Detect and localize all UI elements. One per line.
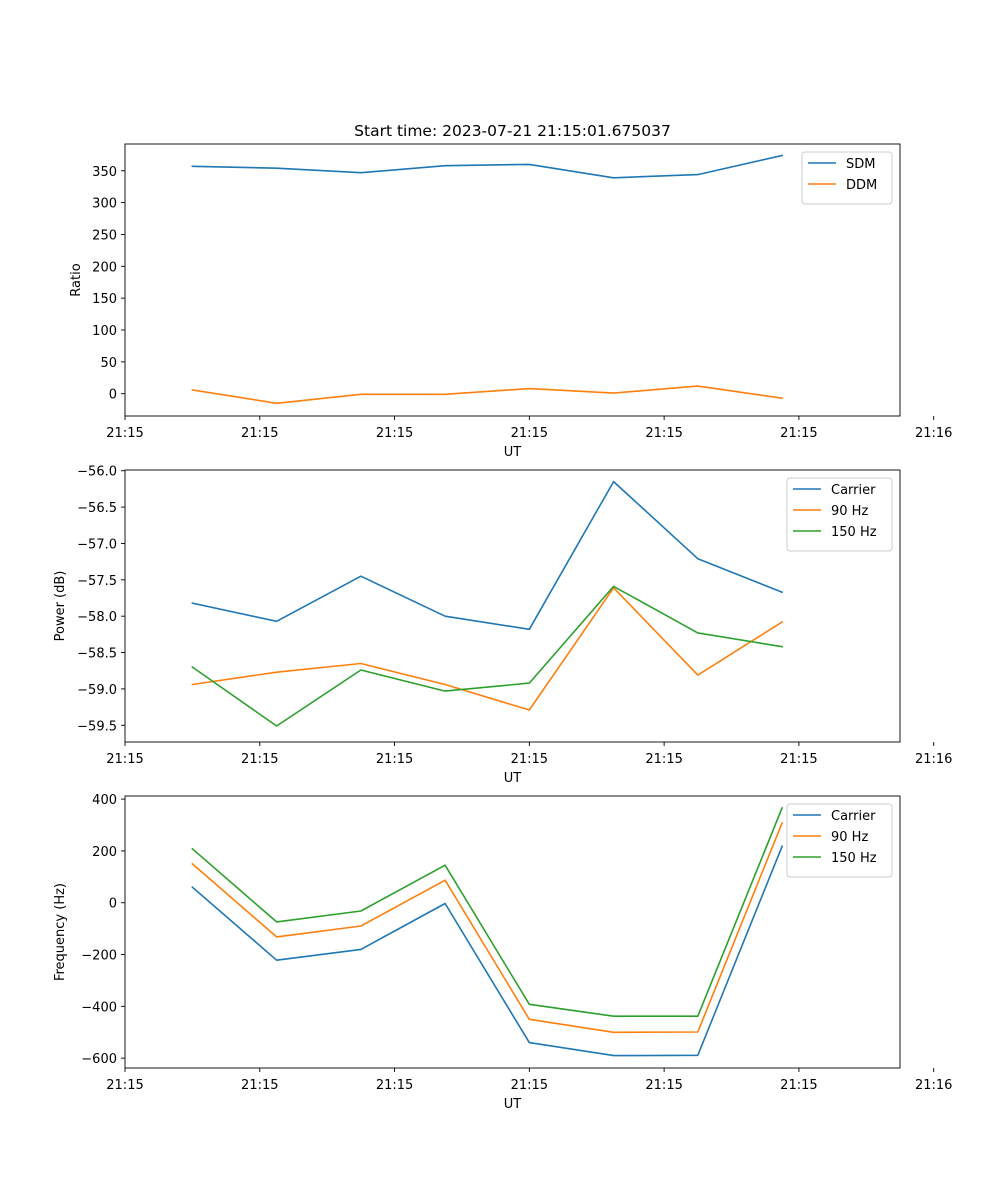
y-tick-label: 200: [92, 260, 117, 275]
legend-label: Carrier: [831, 809, 876, 824]
y-tick-label: −58.0: [77, 610, 117, 625]
y-tick-label: −600: [81, 1052, 117, 1067]
axes-frame: [124, 469, 901, 743]
x-tick-label: 21:15: [511, 1078, 548, 1093]
x-tick-label: 21:15: [511, 426, 548, 441]
x-tick-label: 21:15: [376, 426, 413, 441]
y-tick-label: −400: [81, 1000, 117, 1015]
y-tick-label: 0: [109, 388, 117, 403]
y-tick-label: −56.0: [77, 465, 117, 480]
x-tick-label: 21:15: [645, 426, 682, 441]
x-tick-label: 21:15: [376, 1078, 413, 1093]
x-tick-label: 21:15: [645, 752, 682, 767]
y-tick-label: −200: [81, 949, 117, 964]
axes-frame: [124, 795, 901, 1069]
y-tick-label: −59.0: [77, 683, 117, 698]
legend-label: 150 Hz: [831, 851, 877, 866]
y-tick-label: −57.0: [77, 537, 117, 552]
series-line-sdm: [191, 154, 784, 179]
legend-label: 150 Hz: [831, 525, 877, 540]
series-line-ddm: [191, 385, 784, 405]
y-axis-label: Frequency (Hz): [53, 883, 68, 981]
legend-box: [786, 803, 893, 878]
y-tick-label: −57.5: [77, 574, 117, 589]
x-tick-label: 21:15: [780, 752, 817, 767]
x-tick-label: 21:15: [241, 752, 278, 767]
y-axis-label: Power (dB): [53, 571, 68, 642]
y-tick-label: 350: [92, 165, 117, 180]
chart-title: Start time: 2023-07-21 21:15:01.675037: [354, 122, 671, 140]
x-tick-label: 21:15: [106, 426, 143, 441]
x-tick-label: 21:16: [915, 1078, 952, 1093]
legend-label: DDM: [846, 178, 877, 193]
x-axis-label: UT: [504, 1097, 522, 1112]
chart-panel-3: −600 −400 −200 0 200 400 21:15 21:15 21:15 21:15 2…: [53, 793, 952, 1112]
y-tick-label: 300: [92, 197, 117, 212]
axes-frame: [124, 143, 901, 417]
legend-label: Carrier: [831, 483, 876, 498]
y-axis-label: Ratio: [69, 263, 84, 296]
y-tick-label: 200: [92, 845, 117, 860]
y-tick-label: 0: [109, 897, 117, 912]
legend-label: 90 Hz: [831, 830, 868, 845]
x-tick-label: 21:15: [106, 752, 143, 767]
legend-label: SDM: [846, 157, 875, 172]
x-axis-label: UT: [504, 771, 522, 786]
legend-label: 90 Hz: [831, 504, 868, 519]
x-tick-label: 21:15: [106, 1078, 143, 1093]
y-tick-label: 50: [100, 356, 117, 371]
x-tick-label: 21:16: [915, 426, 952, 441]
x-axis-label: UT: [504, 445, 522, 460]
chart-panel-1: 0 50 100 150 200 250 300 350 21:15 21:15 21:15 21:1…: [69, 122, 952, 460]
x-tick-label: 21:15: [780, 1078, 817, 1093]
x-tick-label: 21:16: [915, 752, 952, 767]
x-tick-label: 21:15: [511, 752, 548, 767]
y-tick-label: 250: [92, 228, 117, 243]
chart-panel-2: −59.5 −59.0 −58.5 −58.0 −57.5 −57.0 −56.5 −56.0…: [53, 465, 952, 786]
y-tick-label: 400: [92, 793, 117, 808]
y-tick-label: −59.5: [77, 719, 117, 734]
y-tick-label: −56.5: [77, 501, 117, 516]
x-tick-label: 21:15: [241, 1078, 278, 1093]
series-line-90-hz: [191, 821, 784, 1034]
legend: Carrier 90 Hz 150 Hz: [786, 477, 893, 552]
series-line-90-hz: [191, 586, 784, 711]
series-line-150-hz: [191, 806, 784, 1018]
series-line-carrier: [191, 845, 784, 1057]
legend-box: [786, 477, 893, 552]
y-tick-label: −58.5: [77, 647, 117, 662]
legend: Carrier 90 Hz 150 Hz: [786, 803, 893, 878]
x-tick-label: 21:15: [241, 426, 278, 441]
x-tick-label: 21:15: [645, 1078, 682, 1093]
legend: SDM DDM: [801, 151, 893, 205]
series-line-carrier: [191, 480, 784, 631]
x-tick-label: 21:15: [780, 426, 817, 441]
series-line-150-hz: [191, 585, 784, 727]
legend-box: [801, 151, 893, 205]
y-tick-label: 150: [92, 292, 117, 307]
y-tick-label: 100: [92, 324, 117, 339]
x-tick-label: 21:15: [376, 752, 413, 767]
